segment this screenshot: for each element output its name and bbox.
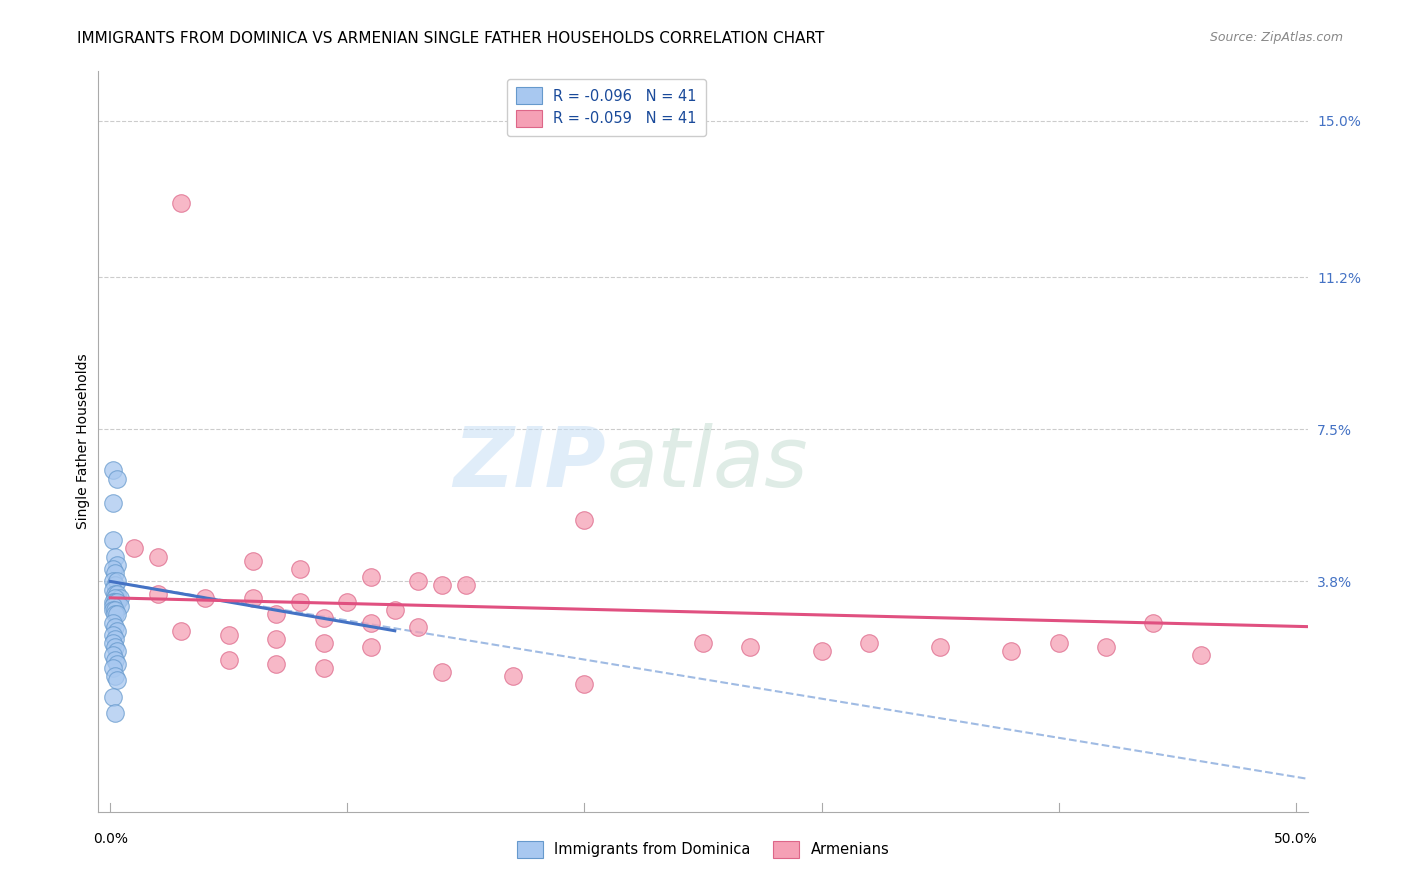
Point: [101, 562, 124, 576]
Point: [264, 607, 287, 622]
Point: [101, 496, 124, 510]
Point: [105, 607, 128, 622]
Point: [218, 652, 240, 666]
Point: [218, 628, 240, 642]
Point: [105, 558, 128, 572]
Point: [502, 669, 524, 683]
Point: [432, 665, 454, 679]
Point: [810, 644, 832, 658]
Point: [336, 595, 359, 609]
Point: [146, 549, 169, 564]
Point: [574, 513, 596, 527]
Point: [104, 566, 127, 581]
Point: [432, 578, 454, 592]
Point: [101, 595, 124, 609]
Legend: Immigrants from Dominica, Armenians: Immigrants from Dominica, Armenians: [510, 835, 896, 863]
Point: [194, 591, 217, 605]
Point: [104, 632, 127, 646]
Point: [360, 640, 382, 655]
Point: [101, 615, 124, 630]
Text: atlas: atlas: [606, 423, 808, 504]
Point: [574, 677, 596, 691]
Point: [146, 587, 169, 601]
Point: [104, 669, 127, 683]
Point: [105, 644, 128, 658]
Point: [929, 640, 952, 655]
Point: [101, 628, 124, 642]
Point: [101, 463, 124, 477]
Point: [105, 574, 128, 589]
Text: 0.0%: 0.0%: [93, 832, 128, 847]
Text: 50.0%: 50.0%: [1274, 832, 1317, 847]
Point: [312, 661, 335, 675]
Point: [104, 619, 127, 633]
Point: [264, 657, 287, 671]
Point: [101, 648, 124, 663]
Point: [1142, 615, 1164, 630]
Point: [105, 587, 128, 601]
Point: [105, 624, 128, 638]
Text: Source: ZipAtlas.com: Source: ZipAtlas.com: [1209, 31, 1343, 45]
Point: [740, 640, 762, 655]
Point: [104, 549, 127, 564]
Y-axis label: Single Father Households: Single Father Households: [76, 354, 90, 529]
Point: [101, 599, 124, 613]
Point: [101, 690, 124, 704]
Point: [408, 619, 430, 633]
Point: [104, 640, 127, 655]
Point: [312, 636, 335, 650]
Point: [105, 673, 128, 687]
Point: [312, 611, 335, 625]
Point: [104, 706, 127, 720]
Point: [454, 578, 477, 592]
Point: [122, 541, 145, 556]
Point: [108, 599, 131, 613]
Point: [101, 603, 124, 617]
Point: [104, 595, 127, 609]
Point: [104, 587, 127, 601]
Point: [104, 578, 127, 592]
Point: [288, 595, 311, 609]
Text: ZIP: ZIP: [454, 423, 606, 504]
Point: [242, 591, 264, 605]
Point: [101, 582, 124, 597]
Point: [170, 624, 193, 638]
Point: [408, 574, 430, 589]
Point: [104, 603, 127, 617]
Point: [105, 657, 128, 671]
Point: [108, 591, 131, 605]
Text: IMMIGRANTS FROM DOMINICA VS ARMENIAN SINGLE FATHER HOUSEHOLDS CORRELATION CHART: IMMIGRANTS FROM DOMINICA VS ARMENIAN SIN…: [77, 31, 825, 46]
Point: [101, 636, 124, 650]
Point: [101, 661, 124, 675]
Point: [105, 471, 128, 485]
Point: [288, 562, 311, 576]
Point: [858, 636, 880, 650]
Point: [105, 595, 128, 609]
Point: [104, 591, 127, 605]
Point: [1189, 648, 1212, 663]
Point: [104, 607, 127, 622]
Point: [1000, 644, 1022, 658]
Point: [242, 554, 264, 568]
Point: [1095, 640, 1118, 655]
Point: [264, 632, 287, 646]
Point: [170, 196, 193, 211]
Point: [104, 652, 127, 666]
Point: [384, 603, 406, 617]
Point: [101, 574, 124, 589]
Point: [360, 570, 382, 584]
Point: [1047, 636, 1070, 650]
Point: [101, 533, 124, 548]
Point: [692, 636, 714, 650]
Point: [360, 615, 382, 630]
